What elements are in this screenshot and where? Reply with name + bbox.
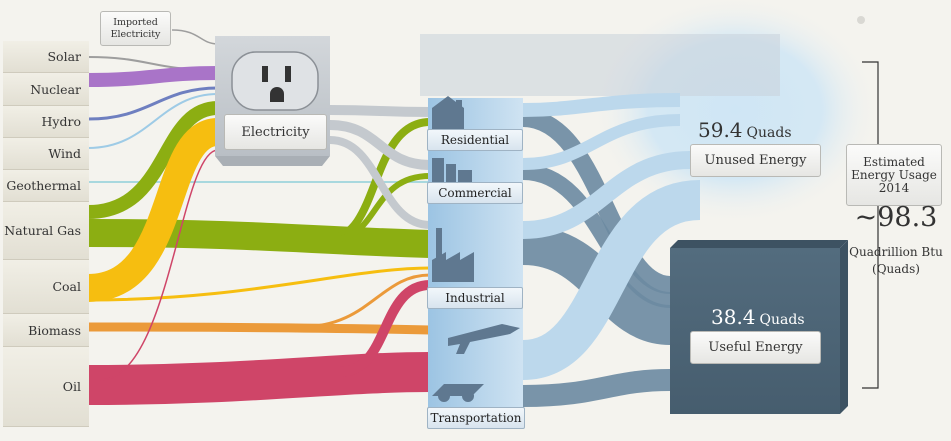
sector-label-residential[interactable]: Residential xyxy=(427,129,523,151)
estimated-unit: Quadrillion Btu (Quads) xyxy=(846,244,946,278)
unused-energy-unit: Quads xyxy=(746,125,792,141)
estimated-usage-label: Estimated Energy Usage 2014 xyxy=(846,144,942,206)
estimated-unit-line2: (Quads) xyxy=(872,262,920,276)
buildings-icon xyxy=(432,158,472,184)
source-label-nuclear[interactable]: Nuclear xyxy=(3,73,89,106)
source-label-solar[interactable]: Solar xyxy=(3,41,89,73)
source-flows xyxy=(86,29,431,405)
useful-energy-label[interactable]: Useful Energy xyxy=(690,331,821,364)
unused-energy-cloud xyxy=(590,0,880,225)
source-label-geothermal[interactable]: Geothermal xyxy=(3,170,89,202)
source-label-natural-gas[interactable]: Natural Gas xyxy=(3,202,89,260)
useful-energy-unit: Quads xyxy=(759,312,805,328)
flow-transport-useful xyxy=(522,369,671,407)
source-label-coal[interactable]: Coal xyxy=(3,260,89,314)
flow-oil-main xyxy=(87,352,431,405)
useful-energy-value: 38.4 Quads xyxy=(711,305,805,329)
imported-electricity-line1: Imported xyxy=(113,16,158,28)
house-icon xyxy=(432,96,464,130)
imported-electricity-label[interactable]: Imported Electricity xyxy=(100,11,171,46)
estimated-total: ~98.3 xyxy=(854,202,938,233)
unused-energy-number: 59.4 xyxy=(698,118,743,142)
flow-gas-electricity xyxy=(87,101,219,219)
flow-coal-electricity xyxy=(86,118,221,302)
flow-nuclear xyxy=(87,66,219,87)
flow-electricity-residential xyxy=(329,105,431,117)
estimated-year: 2014 xyxy=(878,180,910,195)
imported-electricity-line2: Electricity xyxy=(110,28,161,40)
source-label-oil[interactable]: Oil xyxy=(3,347,89,427)
car-icon xyxy=(432,384,484,402)
flow-coal-industrial xyxy=(87,266,431,302)
outlet-plug-icon xyxy=(231,51,319,111)
flow-residential-unused xyxy=(522,93,681,117)
flow-industrial-unused xyxy=(522,151,691,239)
flow-gas-commercial xyxy=(329,173,431,243)
flow-commercial-unused xyxy=(522,114,681,170)
flow-transport-unused xyxy=(521,180,702,380)
source-label-wind[interactable]: Wind xyxy=(3,138,89,170)
flow-imported-electricity xyxy=(171,29,219,45)
estimated-unit-line1: Quadrillion Btu xyxy=(849,245,943,259)
flow-commercial-useful xyxy=(522,164,671,308)
flow-oil-electricity xyxy=(99,149,219,381)
source-label-hydro[interactable]: Hydro xyxy=(3,106,89,138)
decorative-dot-icon xyxy=(857,16,865,24)
electricity-label[interactable]: Electricity xyxy=(224,114,327,150)
unused-energy-label[interactable]: Unused Energy xyxy=(690,144,821,177)
sector-label-transportation[interactable]: Transportation xyxy=(427,407,525,429)
useful-energy-number: 38.4 xyxy=(711,305,756,329)
flow-electricity-commercial xyxy=(329,120,431,170)
estimated-line2: Energy Usage xyxy=(851,167,937,182)
flow-biomass-industrial xyxy=(299,273,431,329)
total-bracket xyxy=(862,61,879,389)
factory-icon xyxy=(432,228,474,282)
sector-label-commercial[interactable]: Commercial xyxy=(427,182,523,204)
flow-wind xyxy=(87,93,219,149)
source-label-biomass[interactable]: Biomass xyxy=(3,314,89,347)
airplane-icon xyxy=(448,324,520,354)
unused-energy-value: 59.4 Quads xyxy=(698,118,792,142)
flow-hydro xyxy=(87,86,219,121)
sector-label-industrial[interactable]: Industrial xyxy=(427,287,523,309)
flow-oil-industrial xyxy=(339,280,431,377)
estimated-line1: Estimated xyxy=(863,154,925,169)
sector-outflows xyxy=(521,93,702,407)
electricity-loss-band xyxy=(420,34,780,96)
flow-biomass xyxy=(87,322,431,335)
flow-electricity-industrial xyxy=(329,136,431,229)
